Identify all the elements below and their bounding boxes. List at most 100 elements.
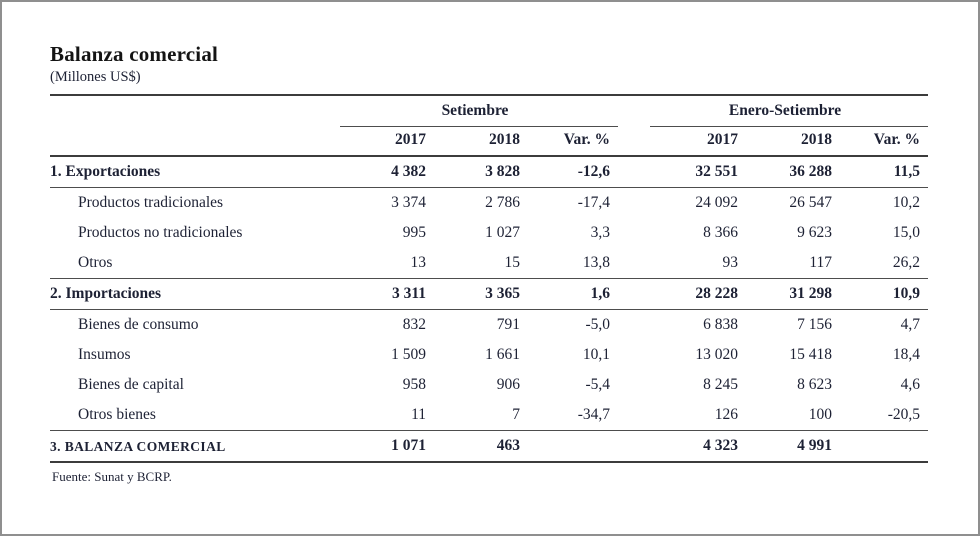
value-cell: 15 (434, 248, 528, 279)
value-cell: 8 245 (703, 376, 738, 393)
value-cell: 13,8 (528, 248, 618, 279)
col-header-2018-ene: 2018 (746, 126, 840, 157)
spacer-cell (618, 188, 650, 219)
col-header-var-ene: Var. % (840, 126, 929, 157)
group-header-row: Setiembre Enero-Setiembre (50, 95, 929, 127)
table-row: Bienes de capital 958 906 -5,4 8 245 8 623 4,6 (50, 370, 928, 400)
value-cell: 1,6 (528, 278, 618, 310)
value-cell: 1 509 (391, 346, 426, 363)
value-cell: 18,4 (892, 346, 921, 363)
value-cell: 6 838 (703, 316, 738, 333)
value-cell: 13 (340, 248, 434, 279)
spacer-cell (618, 370, 650, 400)
col-header-2018-set: 2018 (434, 126, 528, 157)
blank-cell (50, 95, 340, 127)
row-label: 1. Exportaciones (50, 156, 340, 188)
page-subtitle: (Millones US$) (50, 69, 141, 85)
value-cell: -5,4 (585, 376, 610, 393)
value-cell: 31 298 (746, 278, 840, 310)
value-cell: 8 623 (797, 376, 832, 393)
table-row: Otros 13 15 13,8 93 117 26,2 (50, 248, 929, 279)
row-label: Otros (50, 248, 340, 279)
row-label: Productos tradicionales (78, 194, 224, 211)
value-cell: 32 551 (650, 156, 746, 188)
spacer-cell (618, 248, 650, 279)
value-cell: 906 (496, 376, 520, 393)
table-body: 1. Exportaciones 4 382 3 828 -12,6 32 551 36 … (50, 156, 929, 463)
group-header-enero-setiembre: Enero-Setiembre (650, 95, 929, 127)
spacer-cell (618, 126, 650, 157)
value-cell: -20,5 (840, 400, 929, 431)
value-cell: 10,9 (840, 278, 929, 310)
value-cell: -5,0 (585, 316, 610, 333)
spacer-cell (618, 95, 650, 127)
value-cell (840, 430, 929, 463)
value-cell (528, 430, 618, 463)
value-cell: 26 547 (789, 194, 832, 211)
value-cell: 791 (496, 316, 520, 333)
value-cell: 26,2 (840, 248, 929, 279)
table-row: Insumos 1 509 1 661 10,1 13 020 15 418 18,4 (50, 340, 928, 370)
blank-cell (50, 126, 340, 157)
value-cell: 13 020 (695, 346, 738, 363)
value-cell: 1 027 (485, 224, 520, 241)
value-cell: 8 366 (703, 224, 738, 241)
row-label: 2. Importaciones (50, 278, 340, 310)
value-cell: 10,2 (892, 194, 921, 211)
page-title: Balanza comercial (50, 42, 219, 66)
value-cell: 463 (434, 430, 528, 463)
row-label: Productos no tradicionales (78, 224, 243, 241)
value-cell: 9 623 (797, 224, 832, 241)
value-cell: 36 288 (746, 156, 840, 188)
value-cell: 958 (402, 376, 426, 393)
value-cell: 4 323 (650, 430, 746, 463)
spacer-cell (618, 340, 650, 370)
value-cell: 3 365 (434, 278, 528, 310)
year-header-row: 2017 2018 Var. % 2017 2018 Var. % (50, 126, 929, 157)
table-row: Otros bienes 11 7 -34,7 126 100 -20,5 (50, 400, 929, 431)
spacer-cell (618, 310, 650, 341)
value-cell: 126 (650, 400, 746, 431)
value-cell: -34,7 (528, 400, 618, 431)
row-label: 3. BALANZA COMERCIAL (50, 430, 340, 463)
value-cell: 117 (746, 248, 840, 279)
value-cell: 11 (340, 400, 434, 431)
value-cell: 3,3 (590, 224, 610, 241)
col-header-var-set: Var. % (528, 126, 618, 157)
table-row: 1. Exportaciones 4 382 3 828 -12,6 32 551 36 … (50, 156, 929, 188)
col-header-2017-set: 2017 (340, 126, 434, 157)
table-row: 2. Importaciones 3 311 3 365 1,6 28 228 31 29… (50, 278, 929, 310)
group-header-setiembre: Setiembre (340, 95, 618, 127)
value-cell: 4,7 (900, 316, 921, 333)
col-header-2017-ene: 2017 (650, 126, 746, 157)
value-cell: 7 (434, 400, 528, 431)
row-label: Insumos (78, 346, 131, 363)
value-cell: 4 382 (340, 156, 434, 188)
value-cell: 7 156 (797, 316, 832, 333)
value-cell: 4,6 (900, 376, 921, 393)
value-cell: 15,0 (892, 224, 921, 241)
table-row: Productos tradicionales 3 374 2 786 -17,4 24… (50, 188, 928, 219)
value-cell: 28 228 (650, 278, 746, 310)
row-label: Bienes de consumo (78, 316, 199, 333)
value-cell: 100 (746, 400, 840, 431)
value-cell: 832 (402, 316, 426, 333)
value-cell: 24 092 (695, 194, 738, 211)
value-cell: 11,5 (840, 156, 929, 188)
value-cell: 2 786 (485, 194, 520, 211)
value-cell: 93 (650, 248, 746, 279)
source-note: Fuente: Sunat y BCRP. (52, 469, 172, 484)
value-cell: 3 374 (391, 194, 426, 211)
value-cell: 10,1 (582, 346, 610, 363)
table-row: 3. BALANZA COMERCIAL 1 071 463 4 323 4 991 (50, 430, 929, 463)
value-cell: -12,6 (528, 156, 618, 188)
value-cell: 1 661 (485, 346, 520, 363)
value-cell: -17,4 (577, 194, 610, 211)
value-cell: 15 418 (789, 346, 832, 363)
table-row: Productos no tradicionales 995 1 027 3,3 8 3… (50, 218, 928, 248)
value-cell: 995 (402, 224, 426, 241)
row-label: Bienes de capital (78, 376, 184, 393)
value-cell: 3 311 (340, 278, 434, 310)
table-row: Bienes de consumo 832 791 -5,0 6 838 7 156 4,7 (50, 310, 928, 341)
